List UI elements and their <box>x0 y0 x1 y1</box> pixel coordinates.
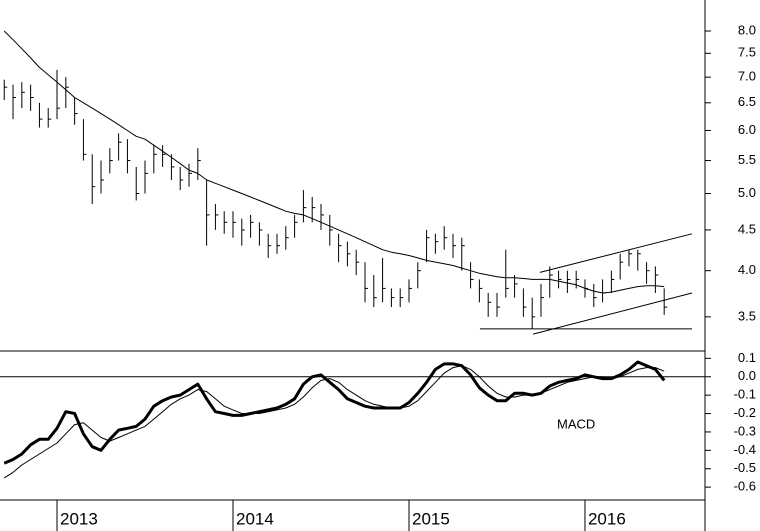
y-tick-label: 5.0 <box>738 185 756 200</box>
y-tick-label: 8.0 <box>738 22 756 37</box>
macd-line <box>3 365 665 479</box>
y-tick-label: -0.3 <box>734 423 756 438</box>
x-tick-label: 2014 <box>236 509 274 528</box>
y-tick-label: 0.1 <box>738 350 756 365</box>
trend-line <box>539 233 693 273</box>
y-tick-label: 4.0 <box>738 262 756 277</box>
y-tick-label: -0.5 <box>734 460 756 475</box>
y-tick-label: 6.0 <box>738 122 756 137</box>
moving-average <box>3 30 665 294</box>
macd-label: MACD <box>557 416 595 431</box>
y-tick-label: -0.4 <box>734 442 756 457</box>
y-tick-label: 7.0 <box>738 69 756 84</box>
y-tick-label: -0.6 <box>734 479 756 494</box>
y-tick-label: 6.5 <box>738 94 756 109</box>
x-tick-label: 2013 <box>60 509 98 528</box>
x-tick-label: 2016 <box>588 509 626 528</box>
y-tick-label: -0.2 <box>734 405 756 420</box>
macd-line <box>3 360 666 465</box>
y-tick-label: 4.5 <box>738 221 756 236</box>
trend-line <box>532 292 693 335</box>
y-tick-label: 0.0 <box>738 368 756 383</box>
y-tick-label: 5.5 <box>738 152 756 167</box>
y-tick-label: -0.1 <box>734 387 756 402</box>
x-tick-label: 2015 <box>412 509 450 528</box>
y-tick-label: 7.5 <box>738 45 756 60</box>
y-tick-label: 3.5 <box>738 308 756 323</box>
